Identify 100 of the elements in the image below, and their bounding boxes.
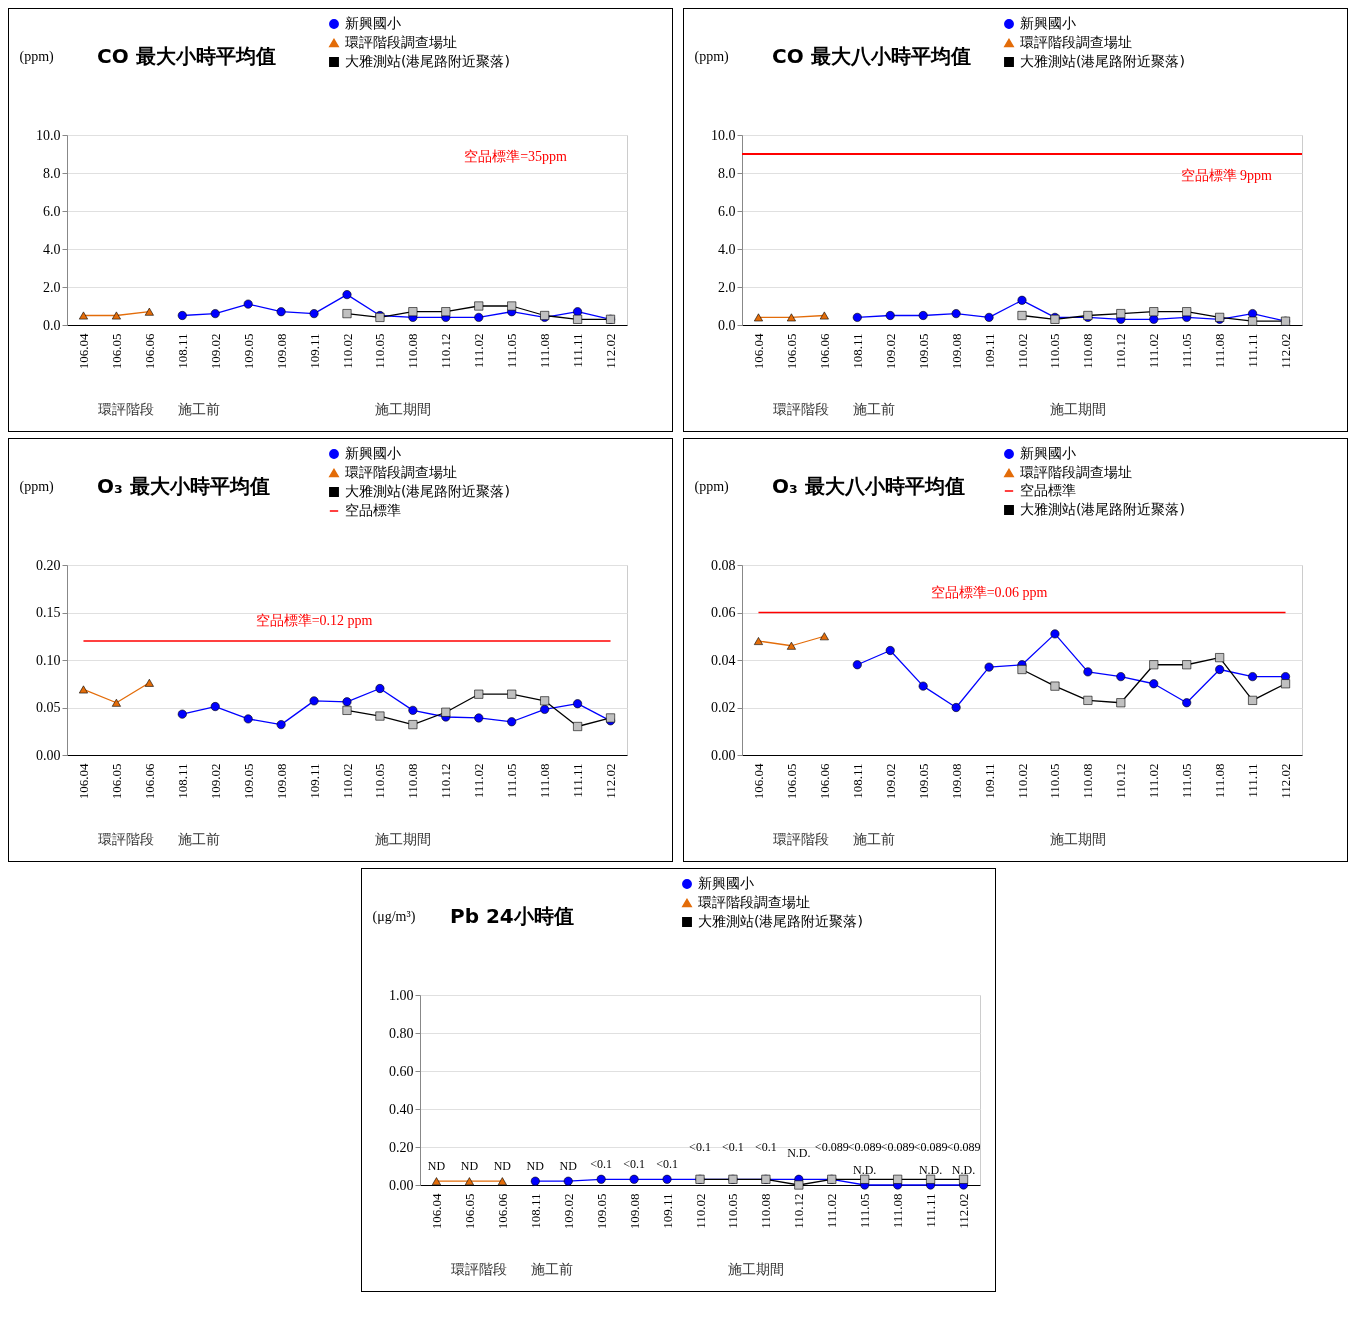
legend-label: 新興國小 [1020,15,1076,31]
text: 環評階段 [97,401,154,417]
y-axis-title: (μg/m³) [372,908,416,925]
legend-label: 環評階段調查場址 [1020,34,1132,50]
data-label: N.D. [852,1163,876,1177]
x-tick-label: 109.05 [915,333,931,370]
x-tick-label: 106.05 [783,333,799,370]
x-tick-label: 110.02 [339,763,355,799]
x-tick-label: 110.12 [1113,763,1129,799]
x-tick-label: 110.05 [724,1193,740,1229]
y-tick-label: 0.05 [36,700,61,715]
x-tick-label: 110.08 [405,333,421,369]
y-tick-label: 0.20 [36,557,61,573]
legend-label: 大雅測站(港尾路附近聚落) [345,53,510,69]
text: 環評階段 [97,831,154,847]
x-tick-label: 111.02 [471,333,487,369]
y-tick-label: 0.20 [388,1139,413,1155]
ref-line-label: 空品標準 9ppm [1180,168,1273,183]
x-tick-label: 110.02 [339,333,355,369]
y-tick-label: 8.0 [718,165,736,181]
x-tick-label: 111.08 [537,333,553,369]
x-tick-label: 109.08 [273,333,289,370]
text: 施工前 [177,401,220,417]
y-tick-label: 6.0 [718,203,736,219]
x-tick-label: 109.05 [240,333,256,370]
x-tick-label: 109.11 [981,333,997,369]
data-label: ND [427,1159,445,1174]
x-tick-label: 111.05 [856,1193,872,1229]
text: 施工前 [177,831,220,847]
text: 施工前 [852,401,895,417]
data-label: <0.1 [721,1140,744,1155]
x-tick-label: 109.11 [981,763,997,799]
legend-label: 新興國小 [1020,445,1076,461]
x-tick-label: 112.02 [1278,333,1294,369]
x-tick-label: 110.12 [438,763,454,799]
text: 施工期間 [1050,401,1106,417]
x-tick-label: 106.04 [75,763,91,800]
x-tick-label: 111.08 [1212,333,1228,369]
x-tick-label: 106.05 [108,763,124,800]
y-tick-label: 0.00 [36,747,61,763]
data-label: <0.1 [688,1140,711,1155]
y-tick-label: 10.0 [36,127,61,143]
x-tick-label: 106.04 [750,763,766,800]
x-tick-label: 110.08 [757,1193,773,1229]
legend-label: 環評階段調查場址 [345,464,457,480]
x-tick-label: 106.04 [428,1193,444,1230]
x-tick-label: 111.02 [471,763,487,799]
x-tick-label: 110.05 [372,763,388,799]
x-tick-label: 110.08 [405,763,421,799]
text: 施工期間 [1050,831,1106,847]
x-tick-label: 110.02 [1014,333,1030,369]
x-tick-label: 109.08 [626,1193,642,1230]
x-tick-label: 109.02 [882,333,898,370]
x-tick-label: 110.05 [372,333,388,369]
legend-label: 大雅測站(港尾路附近聚落) [1020,53,1185,69]
y-axis-title: (ppm) [694,48,730,65]
legend-label: 新興國小 [345,15,401,31]
data-label: ND [493,1159,511,1174]
y-tick-label: 0.60 [388,1063,413,1079]
x-tick-label: 110.12 [1113,333,1129,369]
text: 施工前 [530,1261,573,1277]
chart-title: O₃ 最大小時平均值 [97,474,270,498]
x-tick-label: 109.02 [207,763,223,800]
x-tick-label: 109.11 [659,1193,675,1229]
legend-label: 環評階段調查場址 [697,894,810,910]
legend-label: 大雅測站(港尾路附近聚落) [345,483,510,499]
data-label: <0.1 [655,1157,678,1172]
x-tick-label: 111.05 [1179,763,1195,799]
y-tick-label: 10.0 [711,127,736,143]
legend-label: 環評階段調查場址 [345,34,457,50]
data-label: <0.1 [622,1157,645,1172]
y-tick-label: 0.06 [711,605,736,620]
x-tick-label: 111.02 [1146,763,1162,799]
legend-label: 新興國小 [697,875,754,891]
legend-label: 空品標準 [345,502,401,518]
legend-label: 環評階段調查場址 [1020,464,1132,480]
y-axis-title: (ppm) [19,478,55,495]
x-tick-label: 109.11 [306,333,322,369]
x-tick-label: 108.11 [527,1193,543,1229]
annotation: 空品標準=35ppm [464,149,568,164]
text: 施工期間 [375,831,431,847]
x-tick-label: 110.05 [1047,333,1063,369]
x-tick-label: 109.11 [306,763,322,799]
y-tick-label: 0.10 [36,652,61,668]
legend-label: 新興國小 [345,445,401,461]
data-label: <0.089 [946,1140,980,1155]
x-tick-label: 109.05 [240,763,256,800]
x-tick-label: 110.02 [1014,763,1030,799]
x-tick-label: 111.02 [1146,333,1162,369]
x-tick-label: 109.05 [593,1193,609,1230]
data-label: <0.089 [880,1140,915,1155]
y-tick-label: 0.08 [711,557,736,573]
data-label: ND [460,1159,478,1174]
x-tick-label: 110.02 [692,1193,707,1229]
x-tick-label: 106.06 [141,333,157,370]
x-tick-label: 111.05 [504,333,520,369]
x-tick-label: 106.04 [75,333,91,370]
data-label: ND [559,1159,577,1174]
data-label: <0.1 [589,1157,612,1172]
x-tick-label: 106.04 [750,333,766,370]
